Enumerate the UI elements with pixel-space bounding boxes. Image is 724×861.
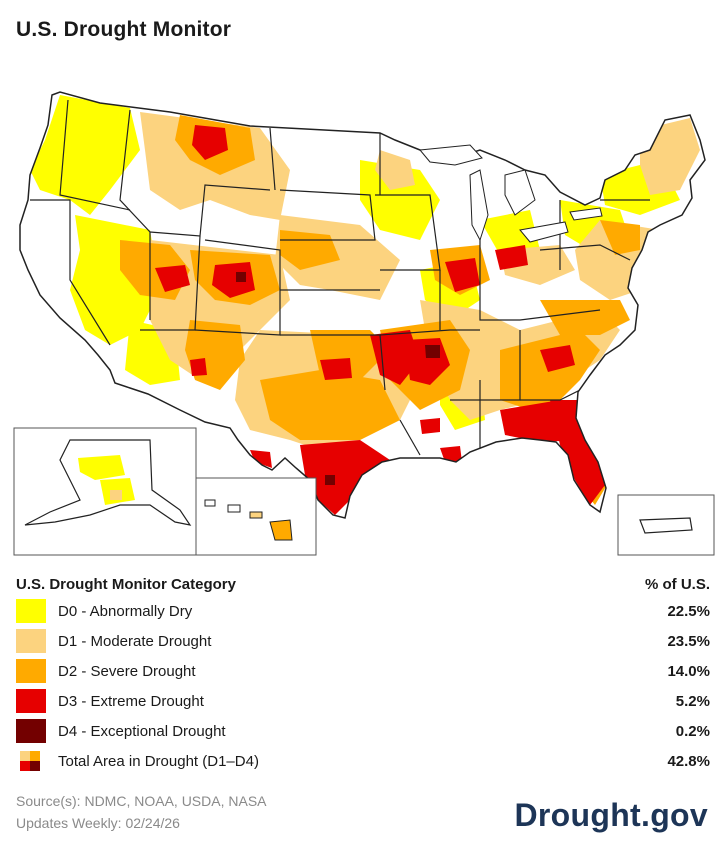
d4-areas (236, 272, 440, 485)
d4-swatch (16, 719, 46, 743)
category-pct: 22.5% (667, 602, 710, 620)
category-label: D3 - Extreme Drought (58, 692, 204, 710)
legend-row-d0: D0 - Abnormally Dry 22.5% (16, 596, 710, 626)
updated-text: Updates Weekly: 02/24/26 (16, 815, 180, 831)
drought-map[interactable] (0, 60, 724, 570)
category-label: D2 - Severe Drought (58, 662, 196, 680)
total-label: Total Area in Drought (D1–D4) (58, 752, 259, 770)
conus-region (20, 92, 705, 518)
d0-swatch (16, 599, 46, 623)
total-pct: 42.8% (667, 752, 710, 770)
category-pct: 23.5% (667, 632, 710, 650)
category-label: D0 - Abnormally Dry (58, 602, 193, 620)
d3-swatch (16, 689, 46, 713)
category-label: D4 - Exceptional Drought (58, 722, 226, 740)
great-lakes (419, 144, 603, 243)
state-borders (30, 99, 650, 456)
legend-row-d2: D2 - Severe Drought 14.0% (16, 656, 710, 686)
d1-swatch (16, 629, 46, 653)
alaska-inset (13, 427, 197, 556)
legend-row-total: Total Area in Drought (D1–D4) 42.8% (16, 746, 710, 776)
legend-row-d3: D3 - Extreme Drought 5.2% (16, 686, 710, 716)
category-pct: 14.0% (667, 662, 710, 680)
legend: U.S. Drought Monitor Category % of U.S. … (16, 574, 710, 776)
category-pct: 5.2% (675, 692, 710, 710)
d2-swatch (16, 659, 46, 683)
legend-pct-heading: % of U.S. (644, 576, 710, 593)
source-text: Source(s): NDMC, NOAA, USDA, NASA (16, 793, 267, 809)
category-label: D1 - Moderate Drought (58, 632, 212, 650)
page-title: U.S. Drought Monitor (16, 18, 232, 41)
d3-areas (155, 125, 605, 515)
legend-row-d1: D1 - Moderate Drought 23.5% (16, 626, 710, 656)
category-pct: 0.2% (675, 722, 710, 740)
total-swatch (20, 751, 40, 771)
footer: Source(s): NDMC, NOAA, USDA, NASA Update… (16, 790, 267, 834)
legend-heading: U.S. Drought Monitor Category (16, 576, 236, 593)
brand-logo[interactable]: Drought.gov (514, 797, 708, 833)
legend-row-d4: D4 - Exceptional Drought 0.2% (16, 716, 710, 746)
legend-header: U.S. Drought Monitor Category % of U.S. (16, 574, 710, 596)
puerto-rico-inset (617, 494, 715, 556)
hawaii-inset (195, 477, 317, 556)
